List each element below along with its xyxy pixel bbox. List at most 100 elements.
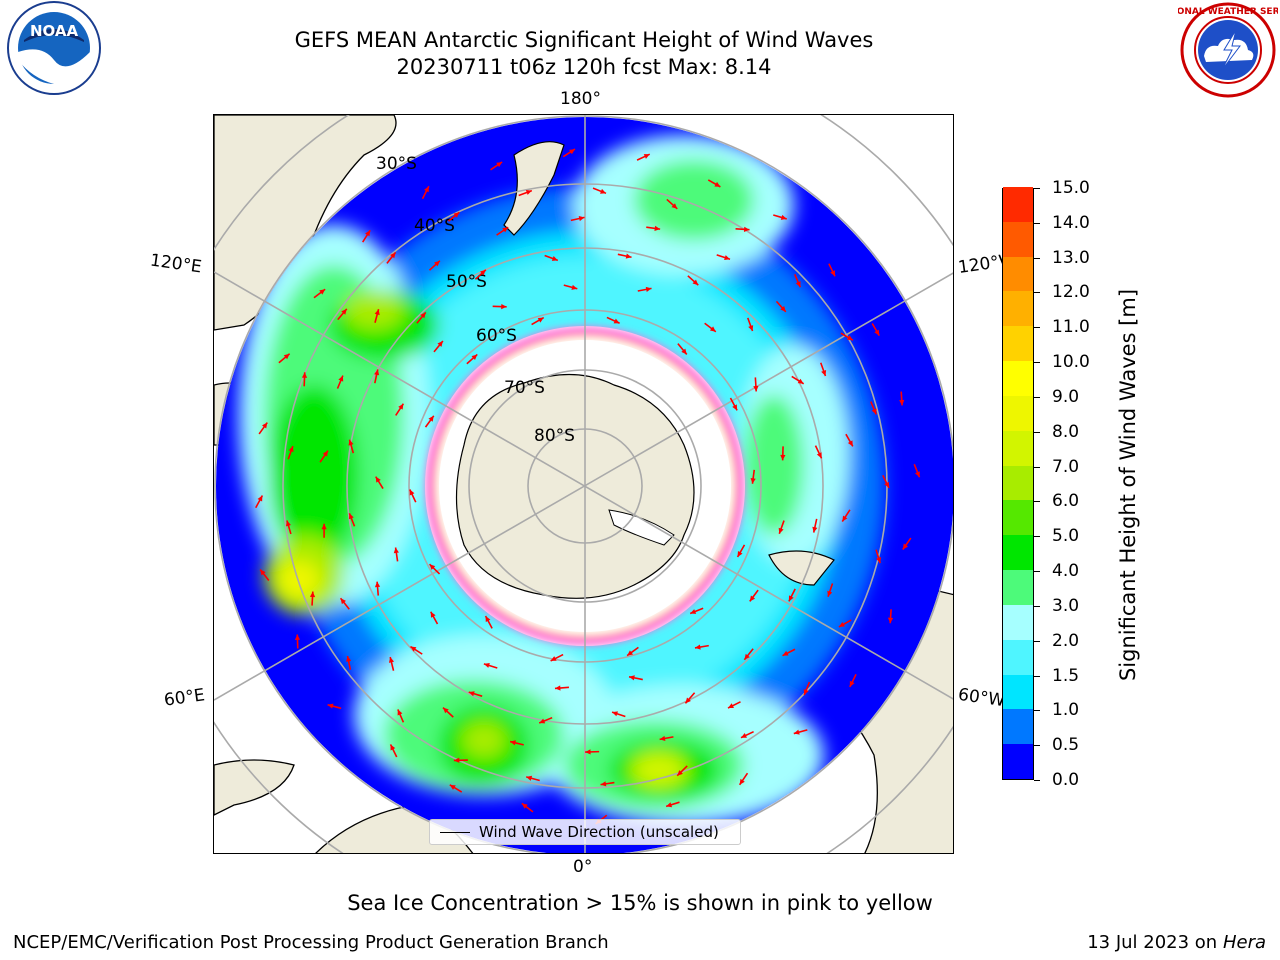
colorbar-tick	[1034, 501, 1040, 503]
wave-direction-arrowhead	[348, 439, 354, 446]
wave-direction-arrowhead	[625, 253, 632, 259]
colorbar-tick	[1034, 327, 1040, 329]
footer-date-text: 13 Jul 2023 on	[1087, 932, 1223, 953]
wave-direction-arrowhead	[390, 744, 396, 751]
wave-direction-arrowhead	[471, 354, 478, 360]
colorbar-segment	[1003, 569, 1033, 605]
wave-direction-arrowhead	[301, 372, 308, 378]
wave-direction-arrowhead	[525, 190, 532, 195]
wave-direction-arrowhead	[398, 403, 404, 410]
colorbar-segment	[1003, 326, 1033, 362]
wave-direction-arrowhead	[887, 617, 894, 624]
wave-direction-arrowhead	[340, 598, 346, 605]
wave-direction-arrowhead	[671, 203, 678, 209]
colorbar-tick-label: 11.0	[1052, 317, 1090, 338]
wave-direction-arrowhead	[654, 225, 661, 231]
colorbar-tick	[1034, 362, 1040, 364]
colorbar-segment	[1003, 674, 1033, 710]
colorbar-segment	[1003, 535, 1033, 571]
colorbar-tick	[1034, 780, 1040, 781]
colorbar-tick-label: 1.0	[1052, 700, 1080, 721]
wave-direction-arrowhead	[613, 318, 620, 324]
wave-direction-arrowhead	[627, 650, 633, 656]
wave-direction-arrowhead	[847, 440, 853, 447]
colorbar-tick	[1034, 292, 1040, 294]
legend-label: Wind Wave Direction (unscaled)	[479, 823, 719, 841]
lat-label-40s: 40°S	[414, 216, 455, 236]
colorbar-tick	[1034, 466, 1040, 468]
colorbar-tick-label: 6.0	[1052, 491, 1080, 512]
wave-direction-arrowhead	[793, 729, 800, 735]
colorbar-tick	[1034, 536, 1040, 538]
wave-direction-arrowhead	[551, 256, 558, 261]
noaa-logo: NOAA	[2, 0, 106, 104]
wave-direction-arrowhead	[260, 569, 266, 576]
wave-direction-arrowhead	[294, 634, 301, 640]
wave-direction-arrowhead	[453, 212, 460, 218]
wave-direction-arrowhead	[348, 513, 354, 520]
wave-direction-arrowhead	[393, 547, 399, 554]
colorbar-tick-label: 0.0	[1052, 770, 1080, 790]
colorbar-tick-label: 12.0	[1052, 282, 1090, 303]
nws-logo: NATIONAL WEATHER SERVICE	[1153, 0, 1280, 104]
svg-text:NATIONAL WEATHER SERVICE: NATIONAL WEATHER SERVICE	[1178, 7, 1278, 17]
wave-direction-arrowhead	[692, 279, 699, 286]
lat-label-80s: 80°S	[534, 426, 575, 446]
wave-direction-arrowhead	[884, 481, 889, 488]
wave-direction-arrowhead	[554, 685, 561, 691]
wave-direction-arrowhead	[838, 621, 845, 627]
wave-direction-arrowhead	[600, 188, 607, 194]
wave-direction-arrowhead	[341, 308, 347, 315]
wave-direction-arrowhead	[585, 749, 591, 755]
colorbar-tick	[1034, 257, 1040, 259]
wave-direction-arrowhead	[327, 703, 334, 709]
polar-map: 30°S 40°S 50°S 60°S 70°S 80°S Wind Wave …	[213, 114, 954, 854]
wave-direction-arrowhead	[285, 520, 291, 527]
colorbar-tick	[1034, 396, 1040, 398]
wave-direction-arrowhead	[428, 415, 434, 422]
wave-direction-arrowhead	[571, 284, 578, 290]
wave-direction-arrowhead	[744, 653, 750, 660]
wave-direction-arrowhead	[782, 650, 789, 656]
lon-label-60e: 60°E	[162, 685, 207, 711]
wave-direction-arrowhead	[485, 616, 491, 623]
wave-direction-arrowhead	[410, 646, 417, 652]
sea-ice-note: Sea Ice Concentration > 15% is shown in …	[347, 891, 933, 915]
wave-direction-arrowhead	[743, 226, 750, 232]
wave-direction-arrowhead	[453, 757, 460, 763]
latitude-labels: 30°S 40°S 50°S 60°S 70°S 80°S	[376, 154, 575, 446]
colorbar-segment	[1003, 395, 1033, 431]
chart-subtitle: 20230711 t06z 120h fcst Max: 8.14	[396, 55, 772, 79]
wave-direction-arrowhead	[739, 778, 745, 785]
wave-direction-arrowhead	[437, 341, 443, 347]
colorbar-tick-label: 7.0	[1052, 456, 1080, 477]
wave-direction-arrowhead	[283, 353, 290, 360]
colorbar-tick-label: 10.0	[1052, 352, 1090, 373]
colorbar-segment	[1003, 430, 1033, 466]
wave-direction-arrowhead	[780, 214, 787, 220]
chart-title: GEFS MEAN Antarctic Significant Height o…	[294, 28, 874, 52]
wave-direction-arrowhead	[429, 564, 436, 570]
wave-direction-arrowhead	[424, 186, 429, 193]
wave-direction-arrowhead	[749, 595, 756, 602]
footer-date: 13 Jul 2023 on Hera	[1087, 932, 1266, 953]
colorbar-tick	[1034, 431, 1040, 433]
wave-direction-arrowhead	[902, 543, 909, 550]
colorbar-title: Significant Height of Wind Waves [m]	[1116, 288, 1140, 682]
wave-direction-arrowhead	[677, 770, 683, 776]
colorbar-segment	[1003, 256, 1033, 292]
colorbar-tick-label: 5.0	[1052, 526, 1080, 547]
colorbar-tick-label: 9.0	[1052, 386, 1080, 407]
wave-direction-arrowhead	[737, 551, 743, 558]
wave-direction-arrowhead	[600, 781, 607, 787]
wave-direction-arrowhead	[375, 476, 381, 483]
wave-direction-arrowhead	[899, 399, 905, 406]
wave-direction-arrowhead	[468, 691, 475, 697]
colorbar-segment	[1003, 604, 1033, 640]
lat-label-30s: 30°S	[376, 154, 417, 174]
wave-direction-arrowhead	[816, 452, 822, 459]
wave-direction-arrowhead	[830, 270, 835, 277]
wave-direction-arrowhead	[374, 369, 380, 376]
colorbar-tick	[1034, 675, 1040, 677]
wave-direction-arrowhead	[709, 326, 716, 332]
